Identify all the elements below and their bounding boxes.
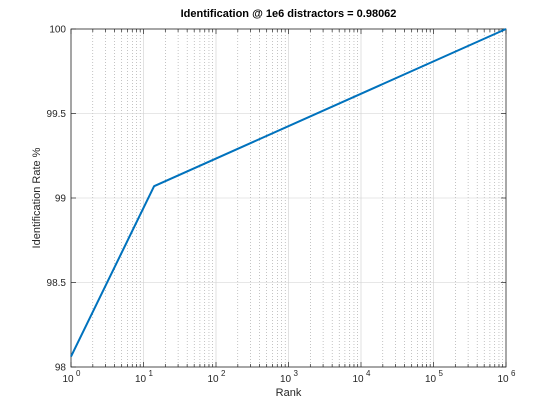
- tick-marks: [70, 28, 507, 368]
- y-axis-label: Identification Rate %: [31, 147, 43, 248]
- x-tick-label: 10: [62, 374, 74, 385]
- x-axis-label: Rank: [276, 387, 302, 399]
- x-tick-exponent: 4: [366, 369, 371, 378]
- y-tick-label: 99: [55, 194, 67, 205]
- y-tick-label: 100: [49, 25, 66, 36]
- x-tick-exponent: 3: [294, 369, 299, 378]
- x-tick-label: 10: [135, 374, 147, 385]
- x-tick-exponent: 6: [511, 369, 516, 378]
- y-tick-label: 99.5: [47, 109, 67, 120]
- series-layer: [70, 28, 507, 357]
- x-tick-label: 10: [352, 374, 364, 385]
- x-tick-label: 10: [425, 374, 437, 385]
- x-tick-exponent: 1: [149, 369, 154, 378]
- x-tick-exponent: 5: [439, 369, 444, 378]
- y-tick-label: 98.5: [47, 278, 67, 289]
- x-tick-label: 10: [497, 374, 509, 385]
- x-tick-label: 10: [207, 374, 219, 385]
- y-tick-label: 98: [55, 363, 67, 374]
- x-tick-exponent: 2: [221, 369, 226, 378]
- chart-title: Identification @ 1e6 distractors = 0.980…: [181, 8, 397, 20]
- grid: [70, 28, 506, 368]
- x-tick-exponent: 0: [76, 369, 81, 378]
- series-line-0: [70, 28, 507, 357]
- y-tick-labels: 98 98.5 99 99.5 100: [47, 25, 67, 374]
- x-tick-label: 10: [280, 374, 292, 385]
